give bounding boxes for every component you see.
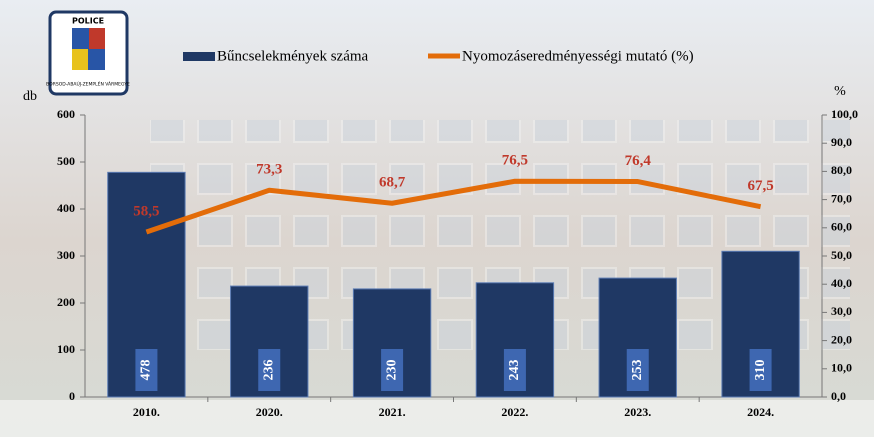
footer-band	[0, 400, 874, 437]
logo-shield-part	[72, 49, 88, 70]
x-tick-label: 2023.	[624, 405, 651, 419]
bar-label-box	[749, 349, 772, 391]
x-tick-label: 2022.	[501, 405, 528, 419]
y2-tick-label: 60,0	[831, 220, 852, 234]
logo-title: POLICE	[72, 17, 104, 26]
x-tick-label: 2020.	[256, 405, 283, 419]
y2-tick-label: 70,0	[831, 191, 852, 205]
bar-value-label: 230	[384, 360, 399, 381]
bar-label-box	[135, 349, 158, 391]
legend-label: Nyomozáseredményességi mutató (%)	[462, 48, 694, 64]
line	[145, 178, 762, 235]
bar-value-label: 253	[630, 360, 645, 381]
logo-text: BORSOD-ABAÚJ-ZEMPLÉN VÁRMEGYE	[46, 80, 130, 88]
y-tick-label: 600	[57, 107, 75, 121]
line-value-label: 68,7	[379, 175, 406, 191]
y2-axis-title: %	[834, 84, 846, 99]
bar-value-label: 236	[261, 360, 276, 381]
bar-value-label: 478	[139, 360, 154, 381]
logo: POLICE BORSOD-ABAÚJ-ZEMPLÉN VÁRMEGYE	[46, 10, 130, 96]
y2-tick-label: 40,0	[831, 276, 852, 290]
y2-tick-label: 20,0	[831, 332, 852, 346]
y2-tick-label: 50,0	[831, 248, 852, 262]
x-tick-label: 2010.	[133, 405, 160, 419]
line-value-label: 58,5	[133, 203, 159, 219]
y-axis-title: db	[23, 89, 37, 104]
y2-tick-label: 100,0	[831, 107, 858, 121]
line-value-label: 76,5	[502, 153, 528, 169]
logo-shield-part	[89, 28, 105, 49]
bar-value-label: 243	[507, 360, 522, 381]
y2-tick-label: 10,0	[831, 361, 852, 375]
y-tick-label: 300	[57, 248, 75, 262]
y-tick-label: 100	[57, 342, 75, 356]
x-tick-label: 2024.	[747, 405, 774, 419]
legend-label: Bűncselekmények száma	[217, 48, 369, 64]
y2-tick-label: 30,0	[831, 304, 852, 318]
bar-value-label: 310	[753, 360, 768, 381]
y-tick-label: 400	[57, 201, 75, 215]
y2-tick-label: 90,0	[831, 135, 852, 149]
y-tick-label: 0	[69, 389, 75, 403]
bar-label-box	[626, 349, 649, 391]
bar-label-box	[381, 349, 404, 391]
line-value-label: 76,4	[625, 153, 652, 169]
y-tick-label: 500	[57, 154, 75, 168]
line-value-label: 67,5	[747, 178, 773, 194]
x-tick-label: 2021.	[379, 405, 406, 419]
bar-label-box	[258, 349, 281, 391]
bar-label-box	[503, 349, 526, 391]
y2-tick-label: 80,0	[831, 163, 852, 177]
line-value-label: 73,3	[256, 162, 282, 178]
y-tick-label: 200	[57, 295, 75, 309]
legend-swatch	[183, 52, 215, 61]
y2-tick-label: 0,0	[831, 389, 846, 403]
